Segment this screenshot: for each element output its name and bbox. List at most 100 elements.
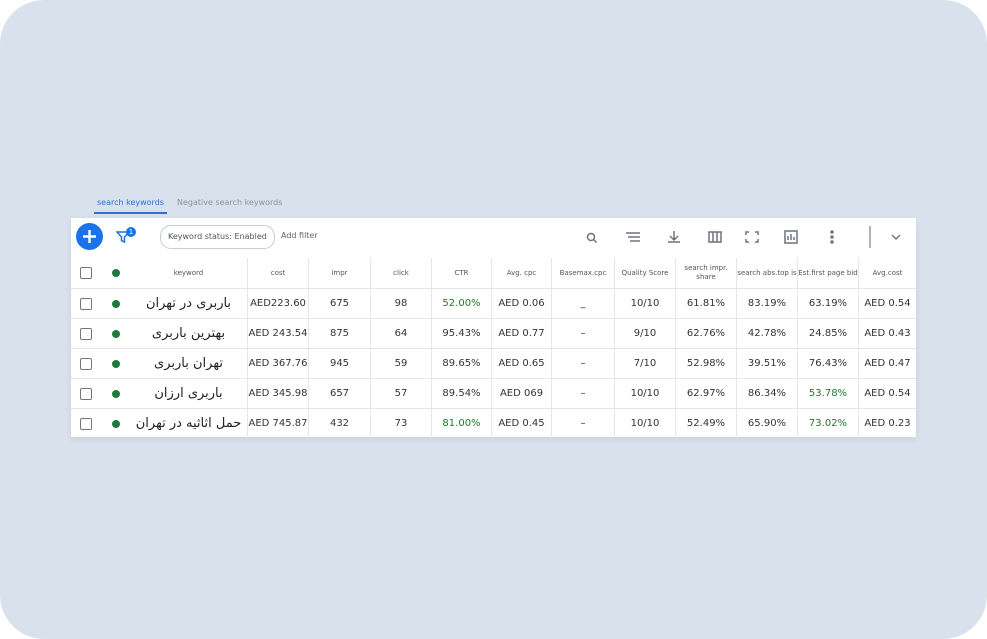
data-cell: 657 [308,379,370,408]
data-cell: AED 0.54 [858,289,916,318]
keyword-table-card: 1 Keyword status: Enabled Add filter key… [71,218,916,438]
status-cell [101,409,130,438]
data-cell: 95.43% [431,319,491,348]
status-dot [111,269,120,277]
table: keyword cost impr click CTR Avg. cpc Basemax.c… [71,258,916,438]
toolbar-icons[interactable] [581,226,911,248]
data-cell: 57 [370,379,431,408]
data-cell: AED 367.76 [247,349,308,378]
data-cell: AED 745.87 [247,409,308,438]
table-row: حمل اثاثیه در تهران AED 745.87 432 73 81.00%… [71,408,916,438]
data-cell: 53.78% [797,379,858,408]
keyword-cell: تهران باربری [154,356,223,371]
add-button[interactable] [76,223,103,250]
status-cell [101,379,130,408]
data-cell: 73.02% [797,409,858,438]
column-header: Avg.cost [858,258,916,288]
table-row: بهترین باربری AED 243.54 875 64 95.43% AED 0.… [71,318,916,348]
data-cell: AED 069 [491,379,551,408]
data-cell: 81.00% [431,409,491,438]
data-cell: 63.19% [797,289,858,318]
data-cell: 52.98% [675,349,736,378]
data-cell: 61.81% [675,289,736,318]
data-cell: AED 0.45 [491,409,551,438]
table-row: باربری در تهران AED223.60 675 98 52.00% AED 0… [71,288,916,318]
data-cell: 875 [308,319,370,348]
data-cell: 83.19% [736,289,797,318]
checkbox[interactable] [80,417,92,430]
keyword-cell: بهترین باربری [151,326,226,341]
data-cell: 10/10 [614,289,675,318]
data-cell: 10/10 [614,409,675,438]
status-cell [101,289,130,318]
data-cell: 10/10 [614,379,675,408]
data-cell: AED 0.43 [858,319,916,348]
data-cell: AED 243.54 [247,319,308,348]
column-header: cost [247,258,308,288]
data-cell: 675 [308,289,370,318]
column-header: Avg. cpc [491,258,551,288]
data-cell: AED 0.06 [491,289,551,318]
column-header: click [370,258,431,288]
status-dot [111,329,120,338]
data-cell: 39.51% [736,349,797,378]
data-cell: AED 0.54 [858,379,916,408]
checkbox[interactable] [80,387,92,400]
keyword-cell: حمل اثاثیه در تهران [135,416,242,431]
checkbox[interactable] [80,327,92,340]
column-header: search abs.top is [736,258,797,288]
data-cell: – [551,379,614,408]
status-cell [101,319,130,348]
column-header: Quality Score [614,258,675,288]
add-filter[interactable]: Add filter [281,231,318,240]
data-cell: AED 345.98 [247,379,308,408]
data-cell: 86.34% [736,379,797,408]
data-cell: AED 0.47 [858,349,916,378]
data-cell: – [551,319,614,348]
column-header: impr [308,258,370,288]
data-cell: AED 0.23 [858,409,916,438]
checkbox-cell [71,319,101,348]
data-cell: 62.76% [675,319,736,348]
data-cell: 89.65% [431,349,491,378]
checkbox-cell [71,409,101,438]
status-cell [101,258,130,288]
column-header: search impr. share [675,258,736,288]
column-header: Est.first page bid [797,258,858,288]
status-cell [101,349,130,378]
data-cell: 7/10 [614,349,675,378]
data-cell: 64 [370,319,431,348]
checkbox[interactable] [80,357,92,370]
data-cell: 42.78% [736,319,797,348]
checkbox-cell [71,349,101,378]
filter-chip[interactable]: Keyword status: Enabled [160,225,275,249]
data-cell: 98 [370,289,431,318]
status-dot [111,419,120,428]
tab[interactable]: Negative search keywords [177,198,283,207]
keyword-cell: باربری در تهران [145,296,232,311]
data-cell: _ [551,289,614,318]
data-cell: 62.97% [675,379,736,408]
column-header: CTR [431,258,491,288]
data-cell: 65.90% [736,409,797,438]
data-cell: 52.00% [431,289,491,318]
status-dot [111,359,120,368]
column-header: keyword [173,268,204,277]
checkbox[interactable] [80,267,92,279]
data-cell: AED 0.77 [491,319,551,348]
checkbox-cell [71,379,101,408]
data-cell: 52.49% [675,409,736,438]
filter-badge: 1 [126,227,136,237]
header-row: keyword cost impr click CTR Avg. cpc Basemax.c… [71,258,916,288]
data-cell: 76.43% [797,349,858,378]
status-dot [111,389,120,398]
data-cell: – [551,409,614,438]
checkbox[interactable] [80,297,92,310]
table-row: باربری ارزان AED 345.98 657 57 89.54% AED 069… [71,378,916,408]
data-cell: 9/10 [614,319,675,348]
data-cell: – [551,349,614,378]
keyword-cell: باربری ارزان [154,386,223,401]
tab[interactable]: search keywords [94,198,167,214]
checkbox-cell [71,289,101,318]
